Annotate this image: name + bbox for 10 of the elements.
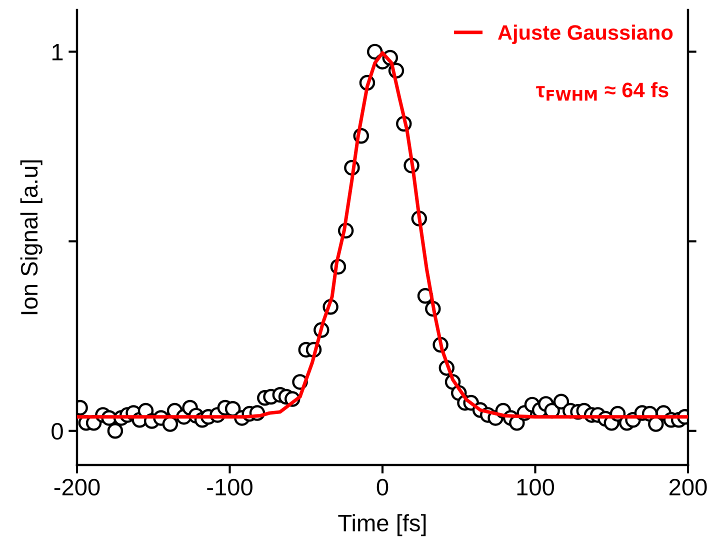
- x-tick-label: 0: [376, 478, 388, 496]
- y-axis-title: Ion Signal [a.u]: [20, 160, 42, 314]
- y-tick-label: 1: [52, 44, 63, 60]
- x-axis-title: Time [fs]: [338, 514, 426, 536]
- x-tick-label: 100: [517, 478, 554, 496]
- x-tick-label: 200: [669, 478, 707, 496]
- annotation: τ$_{FWHM}$ ≈ 64 fs: [536, 82, 668, 101]
- x-tick-label: -200: [54, 478, 100, 496]
- legend-label: Ajuste Gaussiano: [498, 24, 673, 44]
- x-tick-label: -100: [207, 478, 252, 496]
